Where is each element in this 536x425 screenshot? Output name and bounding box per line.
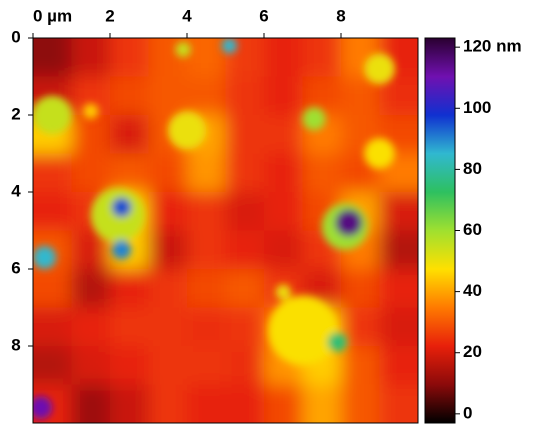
colorbar-tick-label: 0 [463, 403, 472, 422]
colorbar-tick-label: 120 nm [463, 37, 522, 56]
height-cell [72, 385, 111, 425]
height-cell [110, 77, 149, 116]
height-cell [264, 231, 303, 270]
height-cell [226, 269, 265, 308]
height-cell [264, 115, 303, 154]
height-cell [264, 192, 303, 231]
height-spot [364, 138, 395, 169]
height-cell [149, 154, 188, 193]
y-tick-label: 4 [11, 181, 21, 200]
height-cell [187, 231, 226, 270]
height-cell [110, 269, 149, 308]
height-spot [364, 53, 395, 84]
height-cell [149, 77, 188, 116]
height-cell [110, 346, 149, 385]
height-cell [110, 308, 149, 347]
height-cell [226, 154, 265, 193]
colorbar-tick-label: 60 [463, 220, 482, 239]
height-spot [222, 38, 237, 53]
height-cell [341, 269, 380, 308]
height-cell [13, 192, 72, 231]
height-cell [149, 192, 188, 231]
height-spot [268, 296, 337, 365]
y-tick-label: 0 [11, 27, 20, 46]
height-cell [187, 18, 226, 77]
height-spot [33, 246, 56, 269]
height-cell [13, 269, 72, 308]
y-tick-label: 6 [11, 258, 20, 277]
height-cell [187, 346, 226, 385]
height-cell [187, 269, 226, 308]
x-tick-label: 6 [259, 6, 268, 25]
height-cell [72, 269, 111, 308]
y-tick-label: 8 [11, 335, 20, 354]
height-cell [187, 77, 226, 116]
height-cell [187, 192, 226, 231]
x-tick-label: 4 [182, 6, 192, 25]
height-spot [303, 107, 326, 130]
chart: 0 µm246802468020406080100120 nm [0, 0, 536, 425]
height-spot [175, 42, 190, 57]
height-map [13, 18, 438, 425]
height-cell [264, 154, 303, 193]
height-cell [13, 346, 72, 385]
height-spot [112, 198, 131, 217]
colorbar-tick-label: 20 [463, 342, 482, 361]
height-spot [168, 111, 207, 150]
height-spot [276, 284, 291, 299]
colorbar-tick-label: 100 [463, 98, 491, 117]
height-cell [72, 308, 111, 347]
height-cell [226, 308, 265, 347]
height-cell [303, 18, 342, 77]
height-cell [110, 385, 149, 425]
height-spot [328, 333, 347, 352]
height-cell [341, 346, 380, 385]
colorbar-tick-label: 40 [463, 281, 482, 300]
height-cell [110, 115, 149, 154]
height-cell [149, 269, 188, 308]
height-cell [226, 115, 265, 154]
height-cell [149, 385, 188, 425]
height-cell [187, 385, 226, 425]
height-cell [149, 346, 188, 385]
colorbar [425, 38, 455, 423]
height-cell [149, 308, 188, 347]
height-cell [264, 385, 303, 425]
height-cell [226, 385, 265, 425]
height-cell [13, 308, 72, 347]
height-cell [110, 18, 149, 77]
height-cell [341, 308, 380, 347]
colorbar-tick-label: 80 [463, 159, 482, 178]
height-cell [341, 385, 380, 425]
x-tick-label: 8 [336, 6, 345, 25]
height-cell [264, 18, 303, 77]
height-cell [72, 154, 111, 193]
y-tick-label: 2 [11, 104, 20, 123]
height-cell [187, 308, 226, 347]
height-cell [13, 18, 72, 77]
height-cell [72, 115, 111, 154]
height-cell [110, 154, 149, 193]
height-cell [149, 231, 188, 270]
height-cell [226, 231, 265, 270]
height-cell [264, 77, 303, 116]
height-cell [226, 346, 265, 385]
height-spot [112, 240, 131, 259]
height-spot [33, 96, 72, 135]
height-cell [13, 154, 72, 193]
height-cell [187, 154, 226, 193]
height-cell [226, 77, 265, 116]
height-cell [303, 385, 342, 425]
height-cell [72, 18, 111, 77]
height-cell [303, 154, 342, 193]
height-spot [335, 209, 362, 236]
height-cell [226, 192, 265, 231]
x-tick-label: 2 [105, 6, 114, 25]
height-cell [72, 346, 111, 385]
height-spot [83, 103, 98, 118]
x-tick-label: 0 µm [33, 6, 72, 25]
